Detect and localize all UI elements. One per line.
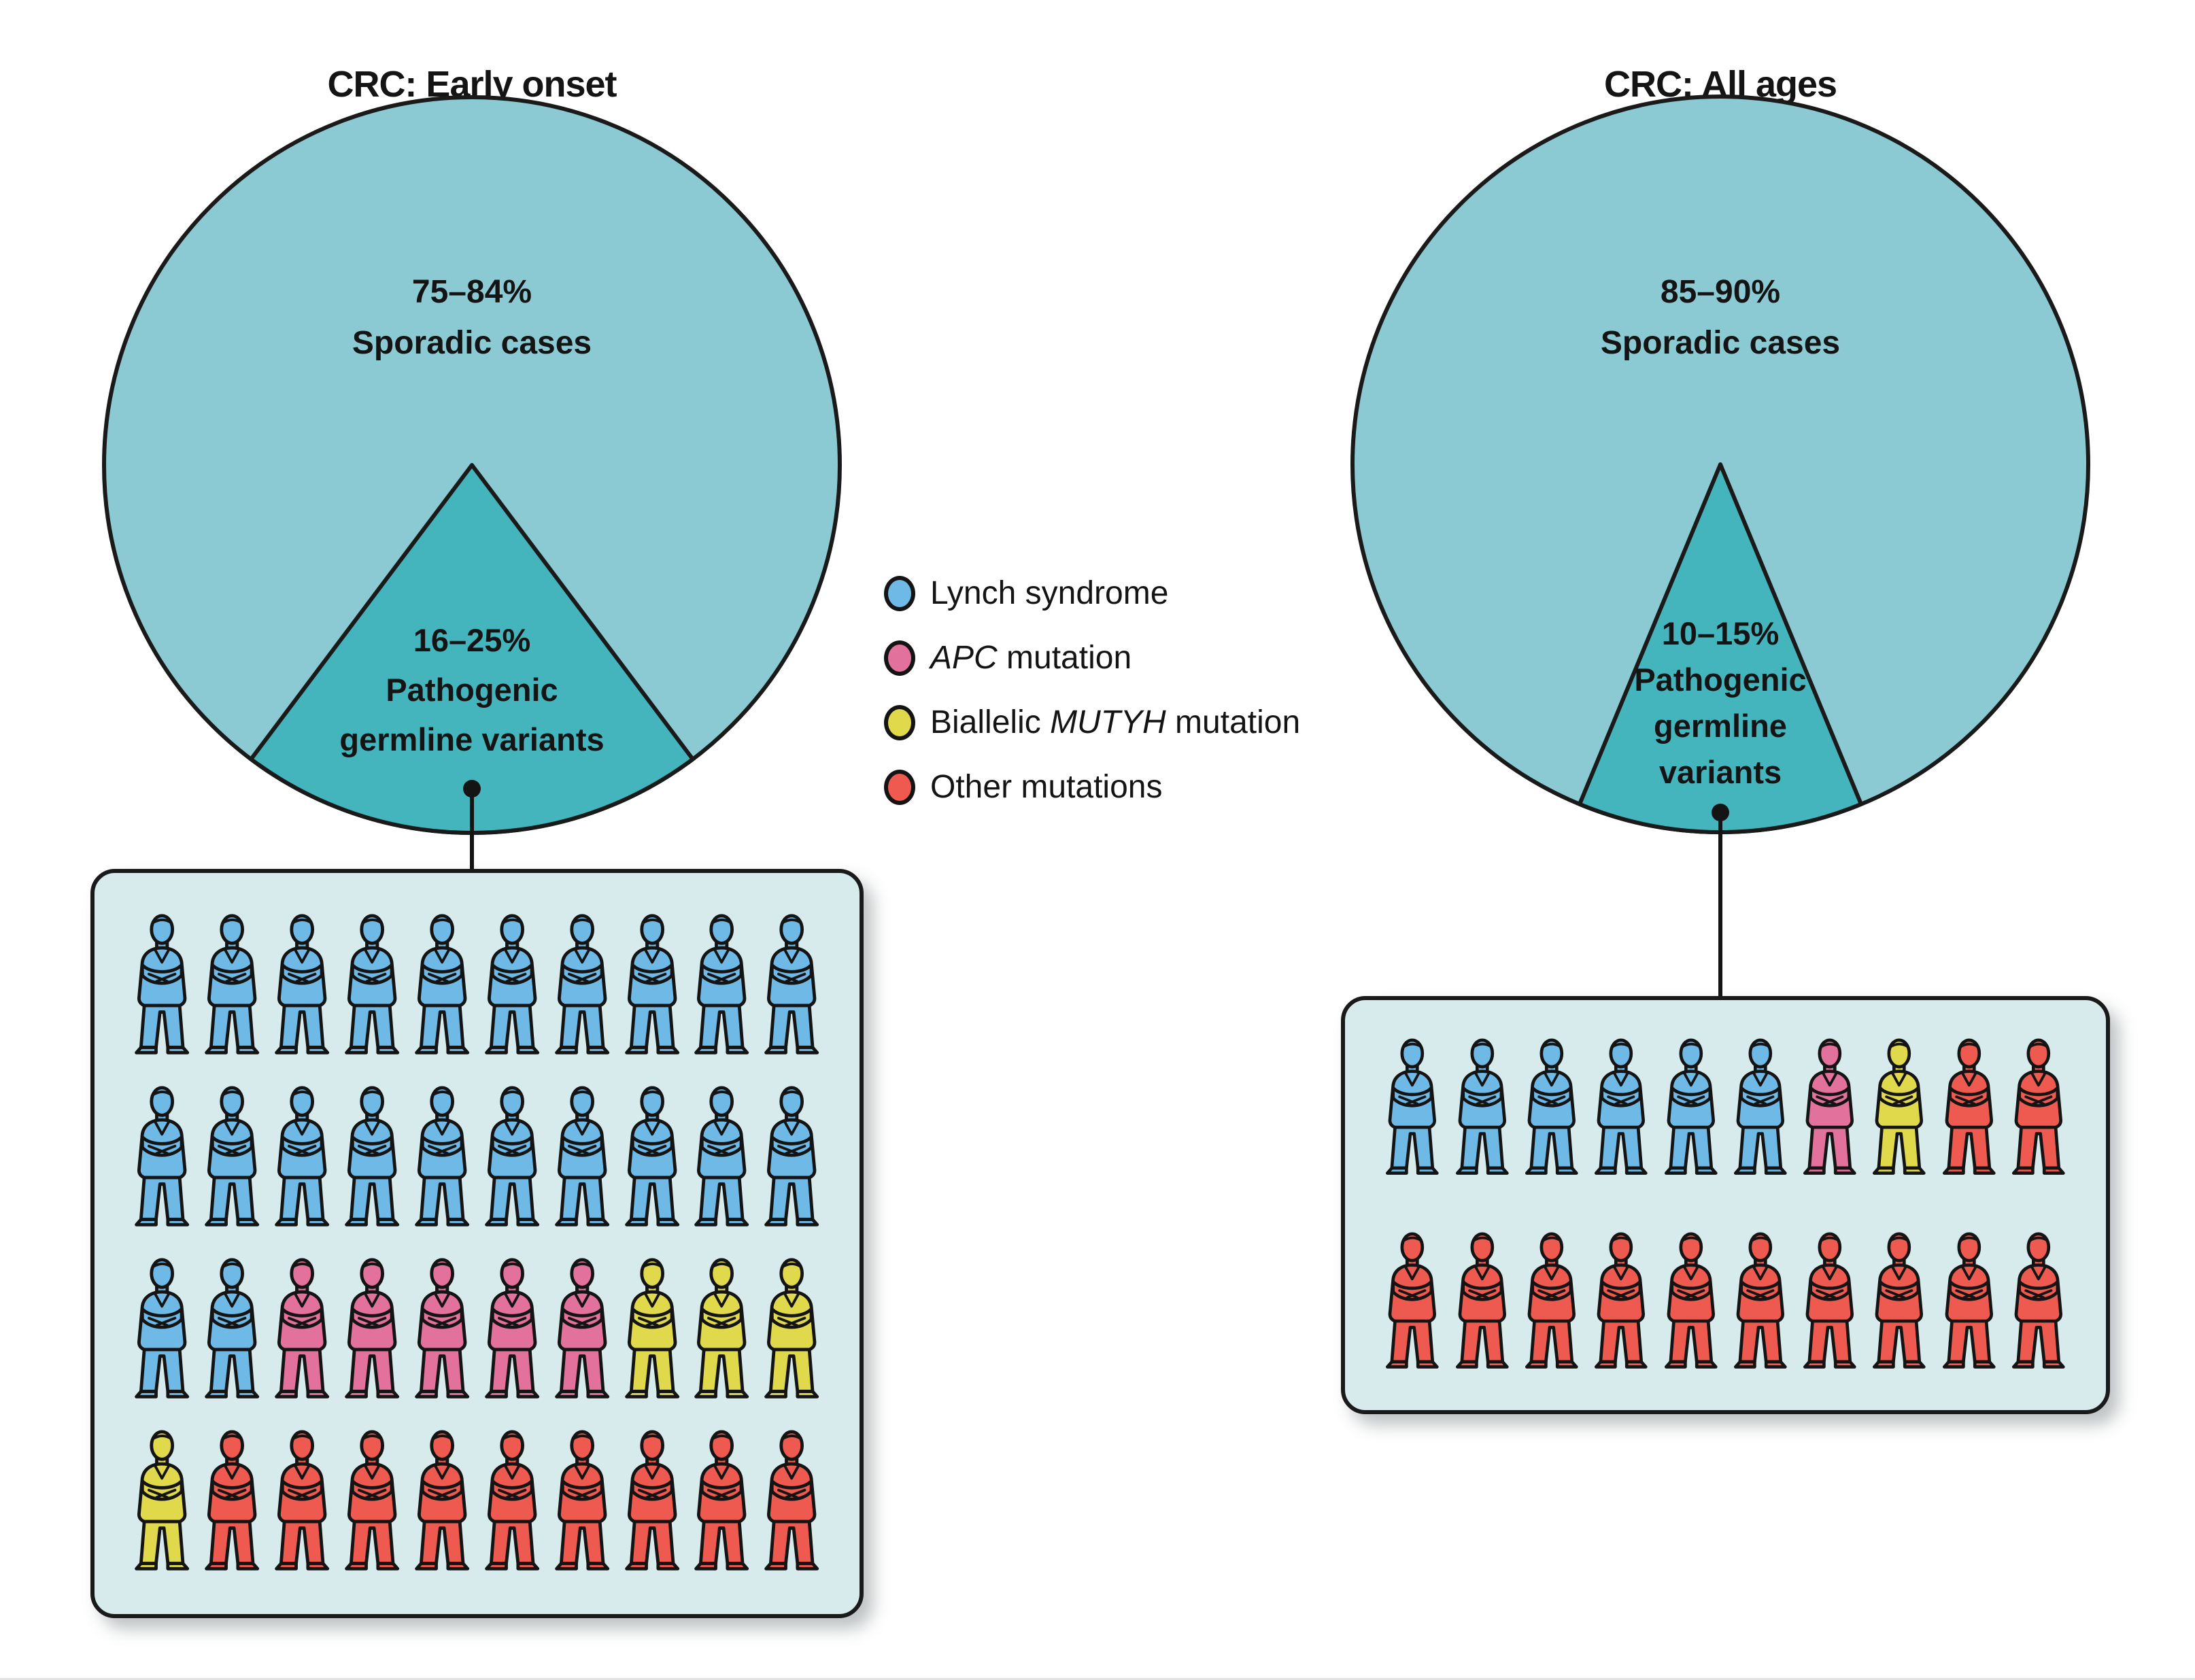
person-icon (554, 1257, 609, 1399)
pie-major-label: 85–90% Sporadic cases (1601, 267, 1840, 368)
person-icon (554, 1085, 609, 1227)
pictogram-box (90, 869, 864, 1618)
person-icon (554, 913, 609, 1055)
pictogram-box (1341, 996, 2110, 1414)
pie-label-line: variants (1658, 754, 1782, 790)
legend-label: APC mutation (930, 640, 1132, 676)
person-icon (484, 913, 539, 1055)
person-icon (624, 1257, 679, 1399)
legend-label: Other mutations (930, 769, 1163, 805)
person-icon (345, 1257, 400, 1399)
person-icon (415, 913, 470, 1055)
person-icon (275, 1257, 330, 1399)
person-icon (694, 1429, 749, 1571)
pie-label-line: Pathogenic (386, 672, 558, 708)
legend-swatch-icon (884, 769, 915, 805)
person-icon (135, 1085, 190, 1227)
pie-minor-label: 10–15% Pathogenic germline variants (1634, 611, 1806, 795)
legend-item-apc: APC mutation (884, 639, 1300, 676)
connector-line (1718, 812, 1722, 997)
pie-chart (1350, 95, 2090, 834)
legend-item-mutyh: Biallelic MUTYH mutation (884, 704, 1300, 741)
legend: Lynch syndrome APC mutation Biallelic MUTY… (884, 575, 1300, 806)
pie-label-line: germline (1654, 708, 1787, 744)
person-icon (1664, 1232, 1718, 1369)
person-icon (1873, 1232, 1926, 1369)
person-icon (764, 913, 819, 1055)
person-icon (484, 1429, 539, 1571)
legend-swatch-icon (884, 640, 915, 676)
pie-label-line: Sporadic cases (1600, 325, 1841, 361)
person-icon (2011, 1232, 2065, 1369)
person-icon (205, 1429, 260, 1571)
pie-label-line: 10–15% (1661, 615, 1780, 651)
connector-line (470, 789, 474, 870)
person-icon (484, 1085, 539, 1227)
person-icon (624, 913, 679, 1055)
person-icon (205, 1085, 260, 1227)
pie-label-line: 75–84% (411, 274, 532, 310)
pie-major-label: 75–84% Sporadic cases (352, 267, 592, 368)
person-icon (694, 913, 749, 1055)
person-icon (205, 1257, 260, 1399)
person-icon (275, 1085, 330, 1227)
person-icon (624, 1429, 679, 1571)
legend-label: Lynch syndrome (930, 575, 1169, 611)
person-icon (1942, 1232, 1996, 1369)
pie-minor-label: 16–25% Pathogenic germline variants (339, 615, 604, 764)
pie-label-line: 16–25% (413, 622, 531, 658)
person-icon (484, 1257, 539, 1399)
legend-label: Biallelic MUTYH mutation (930, 704, 1301, 740)
person-icon (1386, 1232, 1439, 1369)
pie-chart (102, 95, 842, 835)
legend-swatch-icon (884, 575, 915, 611)
person-icon (554, 1429, 609, 1571)
person-icon (135, 913, 190, 1055)
legend-item-lynch: Lynch syndrome (884, 575, 1300, 612)
person-icon (694, 1257, 749, 1399)
person-icon (1525, 1232, 1578, 1369)
person-icon (275, 1429, 330, 1571)
person-icon (345, 1429, 400, 1571)
legend-swatch-icon (884, 704, 915, 740)
person-icon (1803, 1232, 1856, 1369)
person-icon (275, 913, 330, 1055)
person-icon (415, 1429, 470, 1571)
person-icon (1595, 1038, 1648, 1176)
person-icon (1873, 1038, 1926, 1176)
person-icon (1942, 1038, 1996, 1176)
person-icon (764, 1257, 819, 1399)
pie-label-line: Pathogenic (1634, 662, 1807, 698)
person-icon (624, 1085, 679, 1227)
pie-label-line: germline variants (339, 721, 605, 757)
person-icon (1733, 1038, 1787, 1176)
person-icon (1664, 1038, 1718, 1176)
person-icon (1525, 1038, 1578, 1176)
pie-label-line: Sporadic cases (352, 325, 592, 361)
person-icon (135, 1429, 190, 1571)
person-icon (1733, 1232, 1787, 1369)
person-icon (205, 913, 260, 1055)
person-icon (345, 913, 400, 1055)
person-icon (1455, 1038, 1509, 1176)
person-icon (345, 1085, 400, 1227)
pie-label-line: 85–90% (1660, 274, 1781, 310)
person-icon (2011, 1038, 2065, 1176)
person-icon (415, 1257, 470, 1399)
person-icon (415, 1085, 470, 1227)
legend-item-other: Other mutations (884, 768, 1300, 806)
person-icon (1455, 1232, 1509, 1369)
person-icon (1803, 1038, 1856, 1176)
person-icon (694, 1085, 749, 1227)
person-icon (135, 1257, 190, 1399)
person-icon (764, 1085, 819, 1227)
person-icon (764, 1429, 819, 1571)
person-icon (1595, 1232, 1648, 1369)
figure-bottom-rule (0, 1678, 2195, 1680)
person-icon (1386, 1038, 1439, 1176)
